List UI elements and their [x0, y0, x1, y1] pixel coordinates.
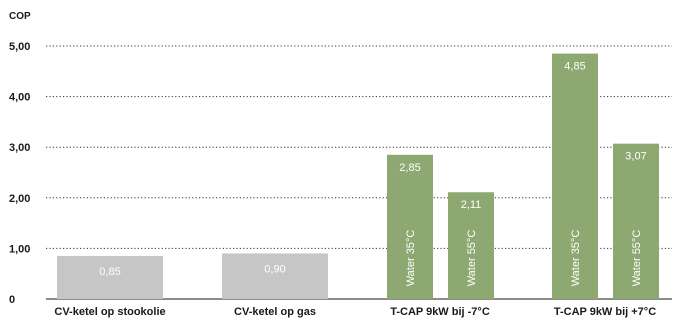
bar-value-label: 2,11	[461, 199, 482, 211]
bar-value-label: 4,85	[564, 61, 585, 73]
bar	[552, 53, 598, 300]
bar-value-label: 3,07	[625, 151, 646, 163]
bars: 0,85 0,90 2,85 Water 35°C 2,11 Water 55°C 4,85…	[57, 53, 659, 300]
x-category-label: T-CAP 9kW bij -7°C	[390, 306, 490, 318]
bar	[222, 253, 328, 299]
x-category-label: CV-ketel op gas	[234, 306, 316, 318]
bar-inner-label: Water 35°C	[405, 230, 417, 287]
y-tick-label: 2,00	[9, 193, 30, 205]
bar-inner-label: Water 55°C	[631, 230, 643, 287]
y-axis-label: COP	[9, 11, 31, 22]
bar-inner-label: Water 55°C	[466, 230, 478, 287]
bar-value-label: 0,90	[264, 263, 285, 275]
bar-inner-label: Water 35°C	[570, 230, 582, 287]
y-tick-label: 4,00	[9, 92, 30, 104]
bar	[57, 255, 163, 299]
y-tick-label: 1,00	[9, 243, 30, 255]
y-tick-labels: 0 1,00 2,00 3,00 4,00 5,00	[9, 41, 30, 306]
y-tick-label: 3,00	[9, 142, 30, 154]
bar-value-label: 2,85	[399, 162, 420, 174]
y-tick-label: 5,00	[9, 41, 30, 53]
y-tick-label: 0	[9, 294, 15, 306]
bar	[613, 143, 659, 299]
x-category-label: T-CAP 9kW bij +7°C	[554, 306, 656, 318]
bar	[448, 192, 494, 299]
bar	[387, 154, 433, 299]
x-category-label: CV-ketel op stookolie	[54, 306, 165, 318]
x-category-labels: CV-ketel op stookolie CV-ketel op gas T-CA…	[54, 306, 656, 318]
bar-value-label: 0,85	[99, 266, 120, 278]
